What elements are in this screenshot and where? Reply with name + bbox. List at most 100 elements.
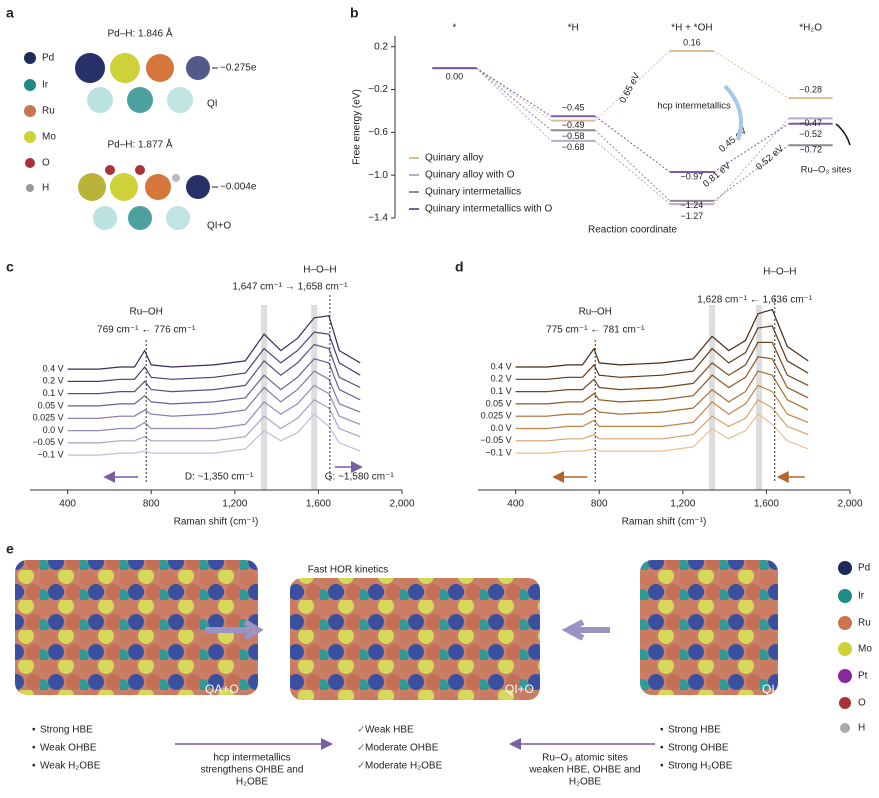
legend-swatch (838, 616, 852, 630)
highlight-band (756, 305, 763, 490)
connector (713, 123, 789, 173)
highlight-band (311, 305, 318, 490)
atom (186, 56, 210, 80)
series-label: −0.1 V (485, 447, 511, 457)
atom (135, 165, 145, 175)
surface-image (640, 560, 778, 695)
surface-image (290, 578, 540, 700)
series-label: 0.025 V (481, 411, 512, 421)
series-label: −0.1 V (37, 450, 63, 460)
legend-label: Quinary alloy (425, 153, 483, 164)
legend-label: Quinary alloy with O (425, 170, 515, 181)
annotation: 0.81 eV (701, 160, 734, 190)
connector (476, 67, 552, 117)
property: Strong HBE (668, 725, 721, 736)
bullet: • (32, 743, 36, 754)
series-label: 0.1 V (491, 386, 512, 396)
legend-swatch (25, 158, 35, 168)
spectrum (67, 358, 361, 407)
y-tick-label: −0.2 (368, 84, 388, 95)
spectrum (515, 356, 809, 405)
bond-length: Pd–H: 1.877 Å (107, 138, 172, 151)
series-label: 0.4 V (491, 361, 512, 371)
category-label: *H₂O (799, 23, 822, 34)
atom (87, 87, 113, 113)
panel-a: Pd Ir Ru Mo O H Pd–H: 1.846 Å −0.275e QI… (24, 27, 257, 232)
series-label: 0.05 V (38, 400, 64, 410)
annotation: G: ~1,580 cm⁻¹ (325, 472, 395, 483)
property: Moderate OHBE (365, 743, 439, 754)
legend-swatch (839, 697, 851, 709)
x-tick-label: 2,000 (837, 499, 862, 510)
category-label: *H + *OH (671, 23, 712, 34)
legend-label: Quinary intermetallics with O (425, 204, 552, 215)
spectrum (67, 399, 361, 444)
arrow-caption: H₂OBE (569, 777, 602, 788)
value-label: −0.45 (562, 103, 585, 113)
x-tick-label: 800 (591, 499, 608, 510)
highlight-band (261, 305, 268, 490)
property: Strong HBE (40, 725, 93, 736)
x-tick-label: 400 (507, 499, 524, 510)
annotation: 1,628 cm⁻¹ ← 1,636 cm⁻¹ (697, 295, 813, 306)
category-label: *H (568, 23, 579, 34)
property: Strong OHBE (668, 743, 729, 754)
structure-label: QI (207, 99, 218, 110)
annotation: 775 cm⁻¹ ← 781 cm⁻¹ (546, 325, 645, 336)
legend-swatch (24, 52, 36, 64)
bullet: ✓ (357, 743, 365, 754)
legend-label: Ru (858, 618, 871, 629)
spectrum (515, 341, 809, 393)
legend-label: Pd (42, 53, 54, 64)
series-label: −0.05 V (480, 435, 511, 445)
bullet: • (32, 725, 36, 736)
atom (186, 175, 210, 199)
legend-label: H (858, 723, 865, 734)
bullet: • (660, 725, 664, 736)
value-label: 0.16 (683, 37, 701, 47)
surface-image (15, 560, 258, 695)
value-label: −0.52 (799, 129, 822, 139)
value-label: −0.58 (562, 131, 585, 141)
annotation: Ru–O₃ sites (801, 165, 852, 176)
atom (105, 165, 115, 175)
spectrum (515, 370, 809, 417)
bullet: ✓ (357, 725, 365, 736)
flow-arrow (205, 619, 264, 641)
x-axis-label: Raman shift (cm⁻¹) (174, 517, 259, 528)
atom (146, 54, 174, 82)
panel-label: d (455, 259, 464, 275)
legend-swatch (24, 105, 36, 117)
x-tick-label: 1,200 (670, 499, 695, 510)
atom (145, 174, 171, 200)
y-tick-label: −1.0 (368, 170, 388, 181)
annotation: 0.45 eV (717, 125, 750, 155)
bullet: • (32, 761, 36, 772)
legend-label: Mo (858, 644, 872, 655)
connector (476, 67, 552, 121)
spectrum (515, 308, 809, 368)
atom (93, 206, 117, 230)
y-tick-label: −1.4 (368, 213, 388, 224)
connector (713, 118, 790, 205)
legend-label: H (42, 183, 49, 194)
connector (713, 144, 789, 202)
connector (594, 129, 671, 202)
series-label: 0.2 V (491, 374, 512, 384)
atom (127, 87, 153, 113)
x-axis-label: Raman shift (cm⁻¹) (622, 517, 707, 528)
annotation: Ru–OH (579, 307, 612, 318)
property: Weak HBE (365, 725, 414, 736)
series-label: 0.0 V (491, 423, 512, 433)
legend-label: O (42, 158, 50, 169)
panel-label: b (350, 5, 359, 21)
atom (78, 173, 106, 201)
legend-label: Ir (858, 591, 865, 602)
legend-swatch (838, 589, 852, 603)
y-axis-label: Free energy (eV) (352, 89, 363, 165)
image-label: QI (762, 682, 775, 696)
legend-label: Mo (42, 132, 56, 143)
structure-label: QI+O (207, 221, 231, 232)
atom (166, 206, 190, 230)
